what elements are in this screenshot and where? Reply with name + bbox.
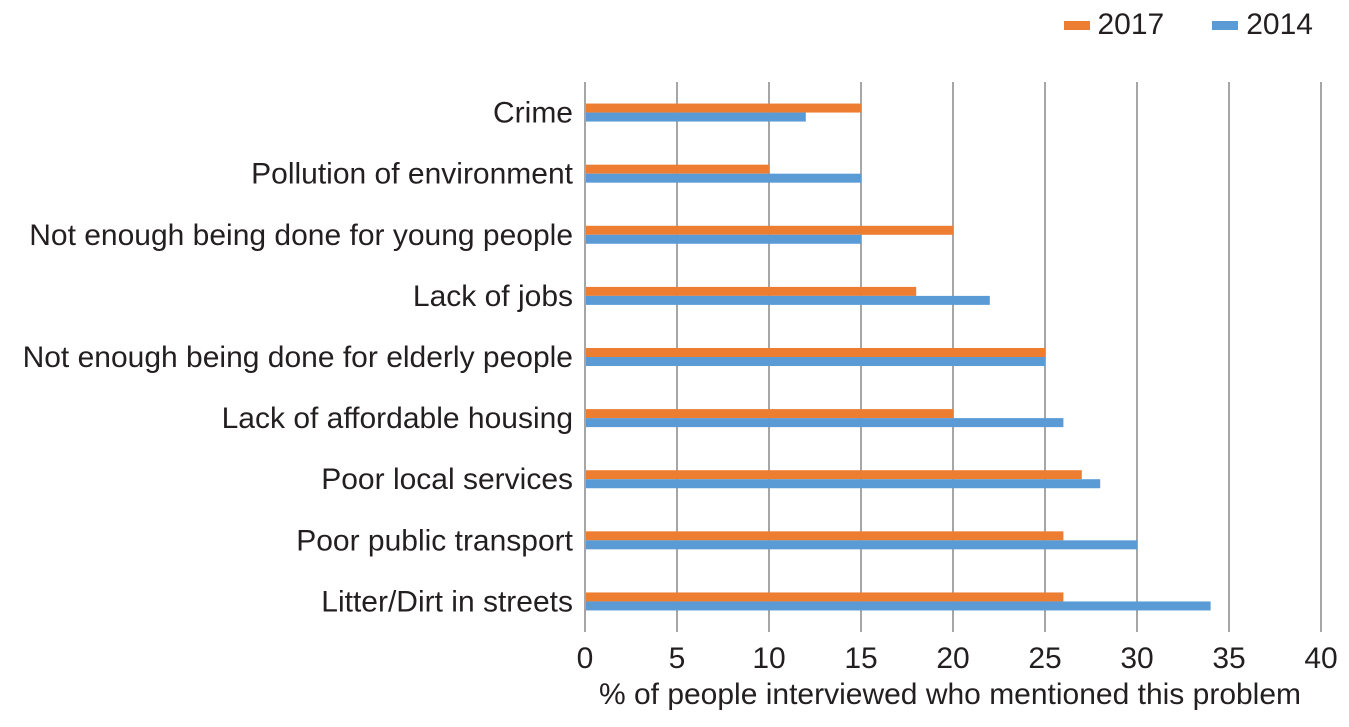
x-tick-label-8: 40	[1304, 642, 1337, 675]
legend-swatch-2017	[1063, 20, 1090, 30]
category-label-1: Pollution of environment	[251, 158, 574, 191]
bar-2017-0	[585, 103, 861, 113]
category-label-4: Not enough being done for elderly people	[23, 341, 573, 374]
bar-2014-3	[585, 295, 990, 305]
legend-swatch-2014	[1212, 20, 1239, 30]
x-tick-label-5: 25	[1028, 642, 1061, 675]
x-tick-label-0: 0	[577, 642, 594, 675]
category-label-2: Not enough being done for young people	[29, 219, 573, 252]
bar-2017-8	[585, 592, 1064, 602]
legend-item-2017: 2017	[1063, 8, 1165, 42]
legend-label-2017: 2017	[1097, 8, 1165, 41]
x-tick-label-7: 35	[1212, 642, 1245, 675]
bar-2017-5	[585, 409, 953, 419]
legend-label-2014: 2014	[1246, 8, 1313, 41]
bar-2014-6	[585, 479, 1101, 489]
bar-2017-2	[585, 225, 953, 235]
bar-2014-4	[585, 357, 1045, 366]
category-label-6: Poor local services	[321, 463, 573, 496]
x-tick-label-1: 5	[669, 642, 686, 675]
category-label-3: Lack of jobs	[413, 280, 573, 313]
bar-2017-4	[585, 348, 1045, 357]
legend: 2017 2014	[1063, 8, 1313, 42]
category-label-0: Crime	[493, 97, 573, 130]
bar-2017-7	[585, 531, 1064, 541]
x-tick-label-4: 20	[936, 642, 969, 675]
bar-2014-1	[585, 173, 861, 183]
category-label-8: Litter/Dirt in streets	[321, 585, 573, 618]
bar-2017-6	[585, 470, 1082, 480]
bar-2014-2	[585, 234, 861, 244]
bar-2014-7	[585, 540, 1137, 550]
bar-2017-1	[585, 164, 769, 174]
x-tick-label-3: 15	[844, 642, 877, 675]
bar-2014-0	[585, 112, 806, 122]
category-label-7: Poor public transport	[296, 524, 573, 557]
x-axis-label: % of people interviewed who mentioned th…	[598, 678, 1302, 711]
legend-item-2014: 2014	[1212, 8, 1313, 42]
category-label-5: Lack of affordable housing	[222, 402, 573, 435]
x-tick-label-6: 30	[1120, 642, 1153, 675]
bar-2017-3	[585, 286, 917, 296]
bar-2014-5	[585, 418, 1064, 428]
bar-2014-8	[585, 601, 1211, 611]
x-tick-label-2: 10	[752, 642, 785, 675]
